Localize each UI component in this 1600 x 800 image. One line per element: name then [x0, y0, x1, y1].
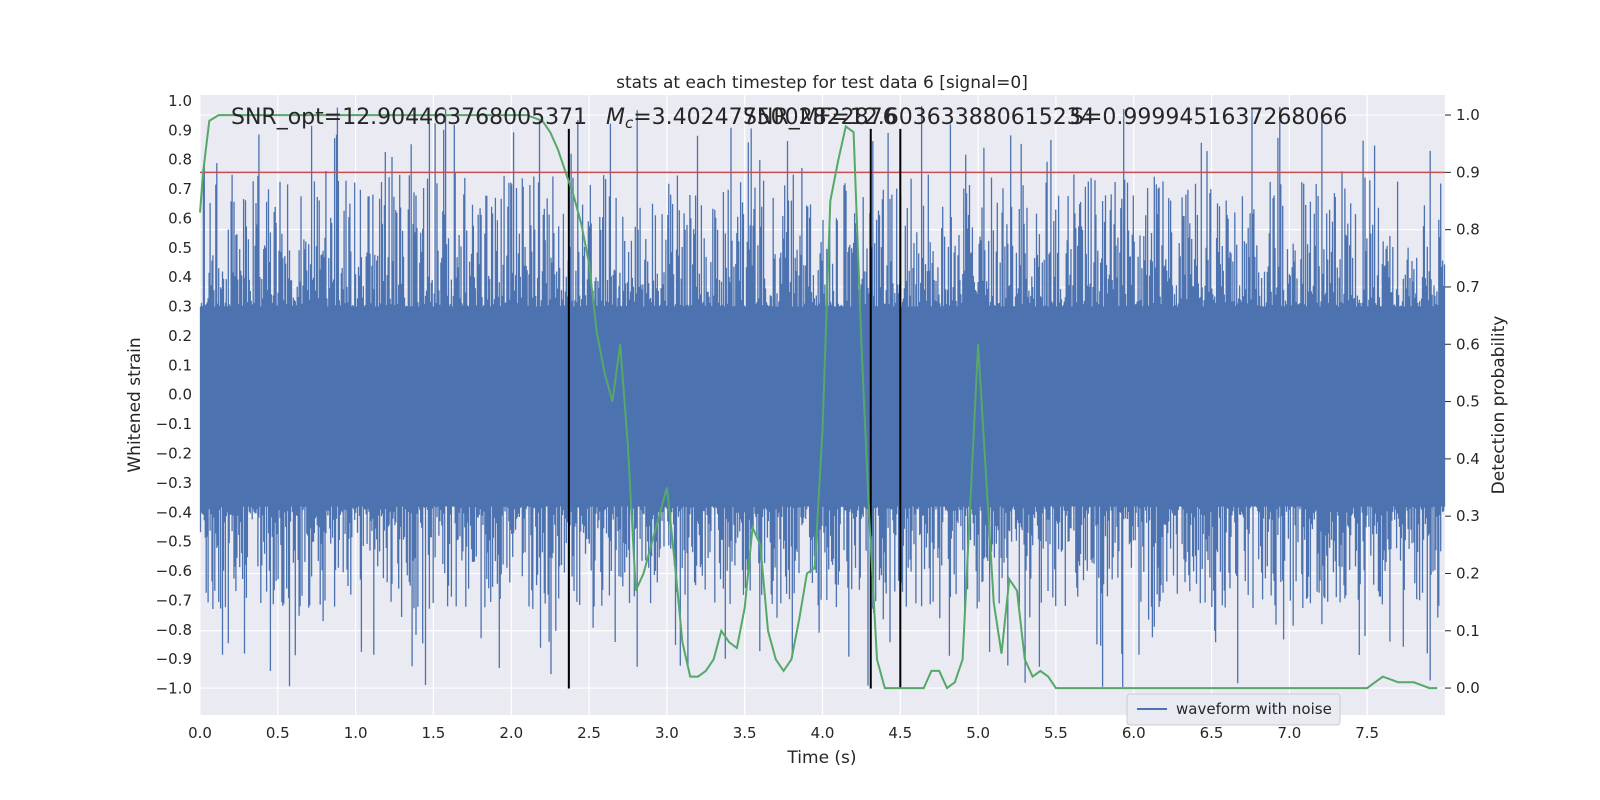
y2-tick-label: 0.6 — [1456, 335, 1480, 353]
waveform-trace — [199, 106, 1446, 687]
y-tick-label: 0.5 — [168, 239, 192, 257]
detection-probability-line — [199, 114, 1438, 690]
x-tick-label: 7.0 — [1277, 724, 1301, 742]
x-tick-label: 7.5 — [1355, 724, 1379, 742]
x-axis-ticks: 0.0 0.5 1.0 1.5 2.0 2.5 3.0 3.5 4.0 4.5 5.0 5.5 6.0 6… — [188, 724, 1379, 742]
y-tick-label: 0.9 — [168, 121, 192, 139]
x-tick-label: 0.5 — [266, 724, 290, 742]
y-tick-label: 0.7 — [168, 180, 192, 198]
y2-tick-label: 0.8 — [1456, 221, 1480, 239]
snr-mf-annotation: SNR_MF=12.603633880615234 — [743, 105, 1095, 130]
y-tick-label: −0.9 — [156, 650, 192, 668]
x-tick-label: 2.5 — [577, 724, 601, 742]
y2-tick-label: 0.9 — [1456, 163, 1480, 181]
x-tick-label: 3.5 — [733, 724, 757, 742]
x-tick-label: 3.0 — [655, 724, 679, 742]
y-tick-label: 0.2 — [168, 327, 192, 345]
snr-opt-annotation: SNR_opt=12.904463768005371 — [231, 105, 587, 130]
y-tick-label: −1.0 — [156, 680, 192, 698]
y2-axis-label: Detection probability — [1489, 316, 1509, 495]
x-tick-label: 5.5 — [1044, 724, 1068, 742]
y-tick-label: 0.0 — [168, 386, 192, 404]
y-tick-label: 0.1 — [168, 356, 192, 374]
y2-tick-label: 0.1 — [1456, 622, 1480, 640]
legend-label-waveform: waveform with noise — [1176, 700, 1332, 718]
y2-tick-label: 0.3 — [1456, 507, 1480, 525]
y2-tick-label: 0.7 — [1456, 278, 1480, 296]
y2-tick-label: 1.0 — [1456, 106, 1480, 124]
y-tick-label: −0.4 — [156, 503, 192, 521]
x-tick-label: 1.5 — [422, 724, 446, 742]
y2-tick-label: 0.2 — [1456, 564, 1480, 582]
y-tick-label: −0.2 — [156, 444, 192, 462]
y2-axis-ticks: 1.0 0.9 0.8 0.7 0.6 0.5 0.4 0.3 0.2 0.1 0.0 — [1445, 106, 1480, 697]
y-tick-label: 0.4 — [168, 268, 192, 286]
y-tick-label: 0.8 — [168, 151, 192, 169]
x-tick-label: 5.0 — [966, 724, 990, 742]
y-tick-label: −0.8 — [156, 621, 192, 639]
x-tick-label: 4.5 — [888, 724, 912, 742]
y2-tick-label: 0.4 — [1456, 450, 1480, 468]
y-tick-label: −0.1 — [156, 415, 192, 433]
significance-annotation: S=0.9999451637268066 — [1070, 105, 1347, 130]
vertical-markers — [567, 128, 902, 689]
y-axis-ticks: 1.0 0.9 0.8 0.7 0.6 0.5 0.4 0.3 0.2 0.1 0.0 −0.1 −0.… — [156, 92, 192, 698]
y-tick-label: 1.0 — [168, 92, 192, 110]
legend-box — [1126, 693, 1341, 726]
y-tick-label: 0.6 — [168, 209, 192, 227]
legend: waveform with noise — [1126, 693, 1341, 726]
chirp-mass-annotation: Mc=3.4024775002822876 — [606, 105, 897, 132]
x-tick-label: 1.0 — [344, 724, 368, 742]
y-tick-label: −0.6 — [156, 562, 192, 580]
x-tick-label: 4.0 — [811, 724, 835, 742]
y-tick-label: 0.3 — [168, 298, 192, 316]
chart-title: stats at each timestep for test data 6 [… — [616, 73, 1028, 93]
x-tick-label: 6.5 — [1200, 724, 1224, 742]
x-tick-label: 0.0 — [188, 724, 212, 742]
y2-tick-label: 0.0 — [1456, 679, 1480, 697]
y-axis-label: Whitened strain — [125, 337, 145, 472]
y2-tick-label: 0.5 — [1456, 393, 1480, 411]
x-tick-label: 6.0 — [1122, 724, 1146, 742]
x-tick-label: 2.0 — [499, 724, 523, 742]
y-tick-label: −0.3 — [156, 474, 192, 492]
x-axis-label: Time (s) — [786, 748, 856, 768]
y-tick-label: −0.5 — [156, 533, 192, 551]
y-tick-label: −0.7 — [156, 591, 192, 609]
